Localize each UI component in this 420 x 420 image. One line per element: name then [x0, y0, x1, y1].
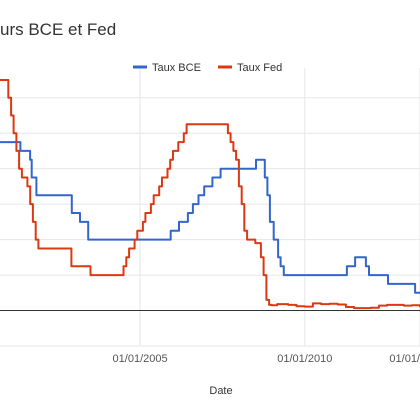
grid-lines	[0, 68, 420, 347]
legend: Taux BCE Taux Fed	[133, 62, 282, 74]
x-tick-label: 01/01/	[389, 353, 420, 365]
x-tick-labels: 01/01/2005 01/01/2010 01/01/	[113, 353, 420, 365]
x-axis-title: Date	[209, 385, 232, 397]
legend-label-taux-bce: Taux BCE	[152, 62, 201, 74]
legend-label-taux-fed: Taux Fed	[237, 62, 282, 74]
series-line-taux-bce	[0, 141, 420, 294]
x-tick-label: 01/01/2010	[277, 353, 332, 365]
chart-title: urs BCE et Fed	[0, 20, 117, 39]
series-lines	[0, 79, 420, 310]
series-line-taux-fed	[0, 79, 420, 310]
x-tick-label: 01/01/2005	[113, 353, 168, 365]
